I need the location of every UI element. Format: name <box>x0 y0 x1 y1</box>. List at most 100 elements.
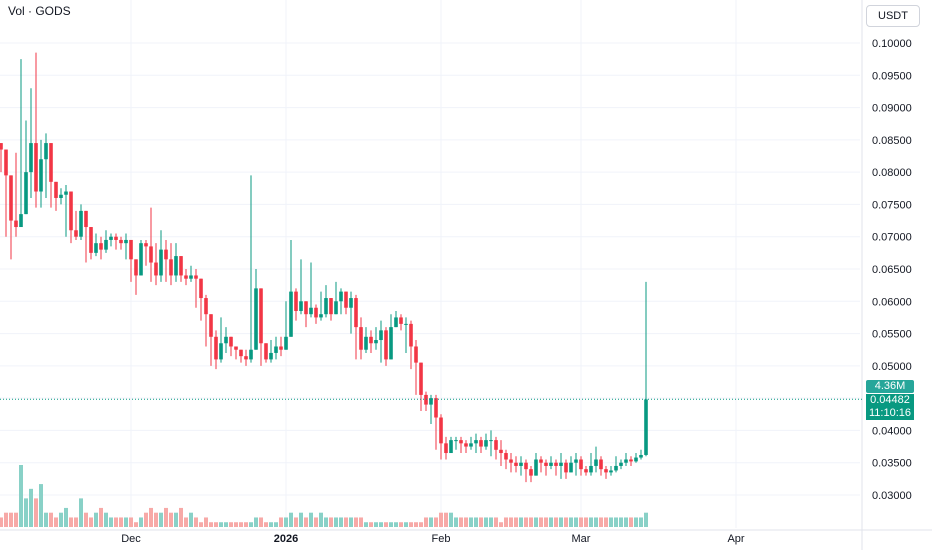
volume-bar <box>289 512 293 527</box>
candle-body <box>389 327 393 360</box>
volume-bar <box>444 512 448 527</box>
volume-bar <box>304 517 308 527</box>
candle-body <box>339 291 343 302</box>
volume-bar <box>359 517 363 527</box>
currency-button[interactable]: USDT <box>866 5 920 27</box>
volume-bar <box>404 522 408 527</box>
candle-body <box>564 462 568 473</box>
candle-body <box>384 330 388 360</box>
volume-bar <box>499 522 503 527</box>
volume-bar <box>634 517 638 527</box>
volume-bar <box>464 517 468 527</box>
candle-body <box>179 256 183 276</box>
volume-bar <box>544 517 548 527</box>
candle-body <box>439 417 443 444</box>
volume-bar <box>64 507 68 527</box>
volume-bar <box>174 512 178 527</box>
volume-bar <box>469 517 473 527</box>
volume-bar <box>134 522 138 527</box>
volume-bar <box>349 517 353 527</box>
candle-body <box>329 298 333 315</box>
legend-label: Vol · GODS <box>8 4 71 18</box>
candle-body <box>239 349 243 357</box>
candle-body <box>349 298 353 308</box>
volume-bar <box>299 512 303 527</box>
candle-body <box>129 239 133 260</box>
candle-body <box>524 462 528 470</box>
volume-bar <box>579 517 583 527</box>
volume-bar <box>539 517 543 527</box>
volume-bar <box>459 517 463 527</box>
candle-body <box>139 243 143 276</box>
candle-body <box>639 454 643 458</box>
candle-body <box>454 440 458 442</box>
volume-bar <box>119 517 123 527</box>
candle-body <box>39 159 43 192</box>
volume-bar <box>619 517 623 527</box>
volume-bar <box>514 517 518 527</box>
volume-bar <box>259 517 263 527</box>
volume-bar <box>589 517 593 527</box>
price-tick-label: 0.03000 <box>872 490 912 502</box>
volume-bar <box>254 517 258 527</box>
bar-countdown: 11:10:16 <box>868 407 911 419</box>
candle-body <box>599 459 603 470</box>
volume-bar <box>524 517 528 527</box>
candle-body <box>364 336 368 350</box>
candle-body <box>99 243 103 250</box>
candle-body <box>189 275 193 279</box>
candle-body <box>569 462 573 473</box>
volume-bar <box>9 512 13 527</box>
candle-body <box>0 143 3 150</box>
candle-body <box>549 462 553 466</box>
volume-bar <box>189 512 193 527</box>
candle-body <box>244 356 248 360</box>
volume-bar <box>104 512 108 527</box>
candle-body <box>299 301 303 311</box>
candle-body <box>79 210 83 237</box>
price-tick-label: 0.09500 <box>872 70 912 82</box>
volume-bar <box>284 517 288 527</box>
candle-body <box>629 459 633 462</box>
candle-body <box>234 346 238 350</box>
candle-body <box>589 465 593 473</box>
price-tick-label: 0.07500 <box>872 199 912 211</box>
candle-body <box>4 149 8 176</box>
candle-body <box>84 210 88 228</box>
volume-bar <box>529 517 533 527</box>
volume-bar <box>439 512 443 527</box>
volume-bar <box>129 517 133 527</box>
candle-body <box>499 449 503 454</box>
volume-bar <box>609 517 613 527</box>
candle-body <box>304 301 308 315</box>
volume-bar <box>79 498 83 527</box>
volume-tag: 4.36M <box>866 380 914 393</box>
candle-body <box>464 443 468 447</box>
volume-bar <box>139 517 143 527</box>
volume-bar <box>364 522 368 527</box>
time-tick-label: Feb <box>432 533 451 545</box>
candle-body <box>144 243 148 247</box>
volume-bar <box>429 517 433 527</box>
volume-bar <box>314 517 318 527</box>
candle-body <box>374 340 378 344</box>
candle-body <box>394 317 398 328</box>
volume-bar <box>409 522 413 527</box>
volume-bar <box>224 522 228 527</box>
candle-body <box>209 314 213 337</box>
candle-body <box>539 459 543 463</box>
price-tick-label: 0.05500 <box>872 329 912 341</box>
volume-bar <box>454 517 458 527</box>
candle-body <box>89 227 93 253</box>
candle-body <box>314 307 318 318</box>
candle-body <box>174 256 178 276</box>
volume-bar <box>124 517 128 527</box>
candle-body <box>379 330 383 341</box>
volume-bar <box>369 522 373 527</box>
volume-legend: Vol · GODS <box>8 4 71 18</box>
volume-bar <box>159 512 163 527</box>
candle-body <box>579 459 583 470</box>
volume-bar <box>209 522 213 527</box>
candle-body <box>164 249 168 260</box>
